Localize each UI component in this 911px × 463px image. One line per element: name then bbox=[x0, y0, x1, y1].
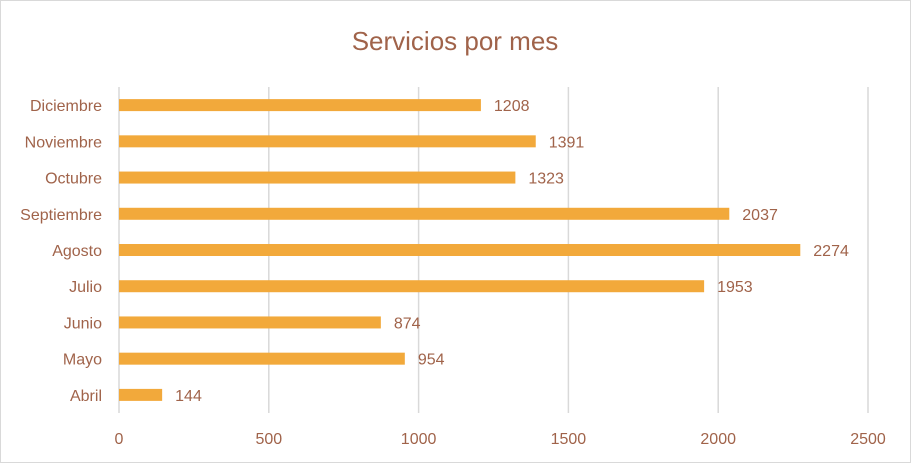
category-label: Junio bbox=[64, 315, 102, 332]
category-label: Mayo bbox=[63, 352, 102, 369]
category-label: Septiembre bbox=[20, 207, 102, 224]
chart-title: Servicios por mes bbox=[352, 26, 559, 56]
data-label: 2274 bbox=[813, 243, 849, 260]
data-label: 1953 bbox=[717, 279, 753, 296]
data-label: 1391 bbox=[549, 134, 585, 151]
bar-diciembre bbox=[119, 99, 481, 112]
category-label: Diciembre bbox=[30, 98, 102, 115]
data-label: 874 bbox=[394, 315, 421, 332]
category-label: Noviembre bbox=[25, 134, 102, 151]
x-tick-label: 2500 bbox=[850, 431, 886, 448]
x-tick-label: 1000 bbox=[401, 431, 437, 448]
bar-septiembre bbox=[119, 207, 730, 220]
category-label: Julio bbox=[69, 279, 102, 296]
bar-octubre bbox=[119, 171, 516, 184]
category-label: Abril bbox=[70, 388, 102, 405]
x-tick-label: 0 bbox=[115, 431, 124, 448]
bar-abril bbox=[119, 388, 163, 401]
data-label: 1323 bbox=[528, 171, 564, 188]
bar-julio bbox=[119, 280, 705, 293]
category-label: Agosto bbox=[52, 243, 102, 260]
x-tick-label: 1500 bbox=[551, 431, 587, 448]
x-tick-label: 2000 bbox=[700, 431, 736, 448]
data-label: 1208 bbox=[494, 98, 530, 115]
bar-noviembre bbox=[119, 135, 536, 148]
category-label: Octubre bbox=[45, 171, 102, 188]
bar-layer bbox=[119, 99, 801, 401]
data-label: 2037 bbox=[742, 207, 778, 224]
label-layer: 0 500 1000 1500 2000 2500 Abril 144 Mayo 954 Junio… bbox=[20, 98, 886, 448]
data-label: 954 bbox=[418, 352, 445, 369]
bar-junio bbox=[119, 316, 381, 329]
data-label: 144 bbox=[175, 388, 202, 405]
bar-agosto bbox=[119, 244, 801, 256]
bar-mayo bbox=[119, 352, 405, 365]
x-tick-label: 500 bbox=[255, 431, 282, 448]
